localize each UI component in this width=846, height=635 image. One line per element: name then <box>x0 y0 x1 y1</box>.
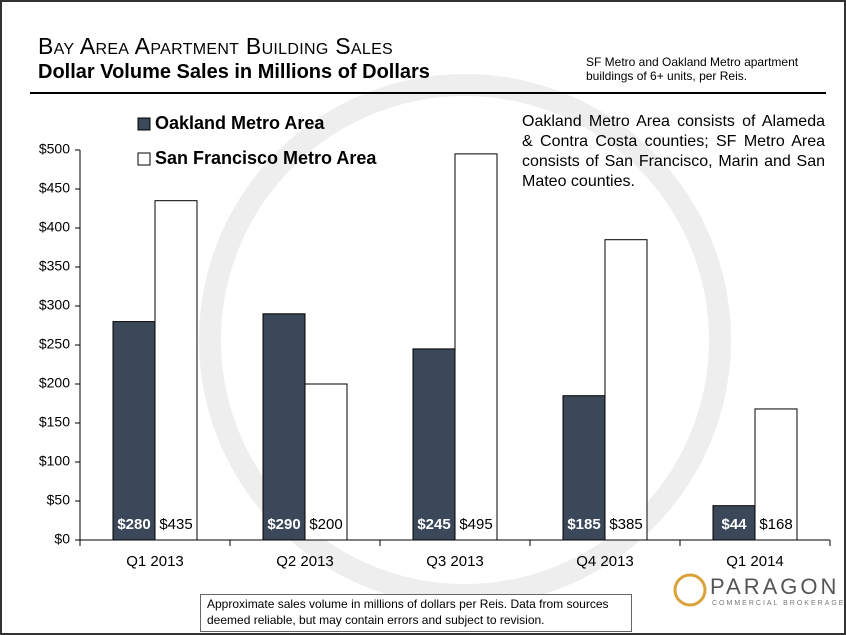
bar <box>604 239 648 541</box>
value-label: $280 <box>117 516 150 533</box>
y-tick-label: $100 <box>39 453 70 469</box>
bar <box>412 348 456 541</box>
y-tick-label: $250 <box>39 336 70 352</box>
y-tick-label: $50 <box>47 492 71 508</box>
value-label: $385 <box>609 516 642 533</box>
y-tick-label: $500 <box>39 141 70 157</box>
x-tick-label: Q4 2013 <box>576 553 634 570</box>
bar <box>154 200 198 541</box>
value-label: $290 <box>267 516 300 533</box>
legend-label: Oakland Metro Area <box>155 113 325 133</box>
bar <box>262 313 306 541</box>
bar <box>454 153 498 541</box>
x-tick-label: Q1 2013 <box>126 553 184 570</box>
source-note: SF Metro and Oakland Metro apartment bui… <box>586 55 799 83</box>
y-tick-label: $0 <box>54 531 70 547</box>
value-label: $435 <box>159 516 192 533</box>
logo-icon <box>673 573 707 607</box>
footnote: Approximate sales volume in millions of … <box>200 594 632 632</box>
bar <box>304 383 348 541</box>
y-tick-label: $350 <box>39 258 70 274</box>
x-tick-label: Q3 2013 <box>426 553 484 570</box>
legend-label: San Francisco Metro Area <box>155 148 377 168</box>
y-tick-label: $150 <box>39 414 70 430</box>
value-label: $44 <box>721 516 747 533</box>
value-label: $245 <box>417 516 450 533</box>
value-label: $495 <box>459 516 492 533</box>
chart-title: Bay Area Apartment Building Sales <box>38 33 394 59</box>
value-label: $168 <box>759 516 792 533</box>
chart-subtitle: Dollar Volume Sales in Millions of Dolla… <box>38 61 430 83</box>
y-tick-label: $300 <box>39 297 70 313</box>
y-tick-label: $450 <box>39 180 70 196</box>
value-label: $200 <box>309 516 342 533</box>
x-tick-label: Q1 2014 <box>726 553 784 570</box>
bar <box>754 408 798 541</box>
logo-tagline: COMMERCIAL BROKERAGE <box>712 600 846 607</box>
logo-name: PARAGON <box>710 574 840 599</box>
annotation: Oakland Metro Area consists of Alameda &… <box>522 113 825 190</box>
legend-swatch <box>137 152 151 166</box>
legend-swatch <box>137 117 151 131</box>
x-tick-label: Q2 2013 <box>276 553 334 570</box>
bar <box>112 321 156 541</box>
value-label: $185 <box>567 516 600 533</box>
y-tick-label: $200 <box>39 375 70 391</box>
y-tick-label: $400 <box>39 219 70 235</box>
